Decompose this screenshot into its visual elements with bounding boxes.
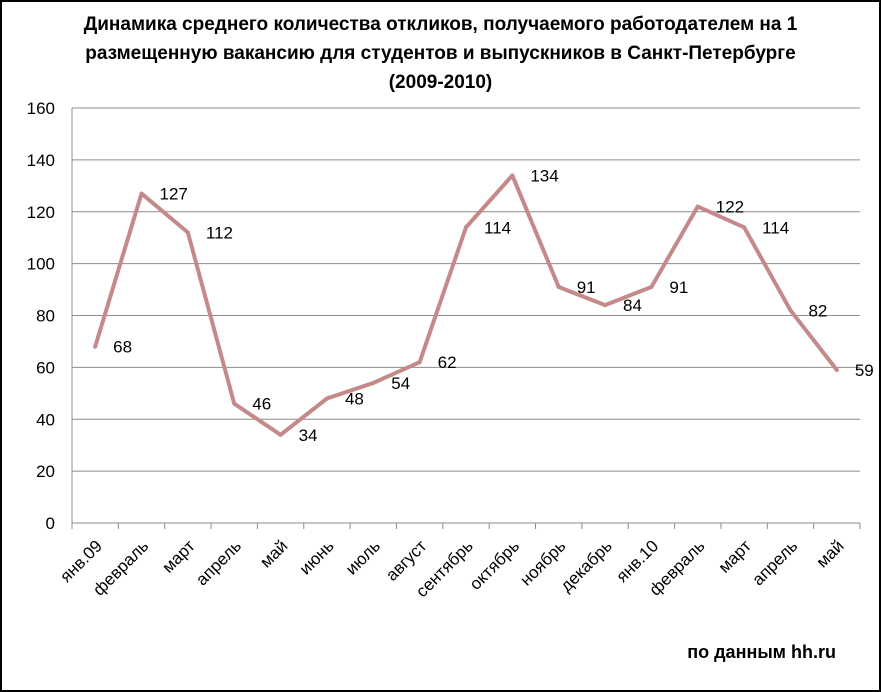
data-point bbox=[788, 308, 793, 313]
data-label: 82 bbox=[808, 301, 827, 320]
x-tick-label: апрель bbox=[192, 536, 245, 589]
x-tick-label: июль bbox=[342, 536, 384, 578]
chart-title: Динамика среднего количества откликов, п… bbox=[2, 10, 879, 97]
data-label: 48 bbox=[345, 390, 364, 409]
x-tick-label: май bbox=[256, 536, 291, 571]
data-point bbox=[232, 401, 237, 406]
data-label: 112 bbox=[206, 224, 233, 243]
x-tick-label: март bbox=[715, 536, 755, 576]
data-label: 46 bbox=[252, 395, 271, 414]
data-point bbox=[278, 432, 283, 437]
x-tick-label: март bbox=[158, 536, 198, 576]
data-label: 84 bbox=[623, 296, 642, 315]
source-note: по данным hh.ru bbox=[687, 642, 836, 662]
data-point bbox=[510, 173, 515, 178]
x-tick-label: май bbox=[813, 536, 848, 571]
data-point bbox=[185, 230, 190, 235]
y-tick-label: 100 bbox=[27, 255, 55, 274]
y-tick-label: 80 bbox=[36, 307, 55, 326]
data-point bbox=[324, 396, 329, 401]
y-tick-label: 60 bbox=[36, 358, 55, 377]
y-tick-label: 0 bbox=[46, 514, 55, 533]
chart-title-line-3: (2009-2010) bbox=[388, 72, 493, 93]
data-label: 91 bbox=[577, 278, 596, 297]
data-point bbox=[93, 344, 98, 349]
data-point bbox=[371, 380, 376, 385]
chart-title-line-2: размещенную вакансию для студентов и вып… bbox=[85, 43, 796, 64]
data-label: 34 bbox=[299, 426, 318, 445]
x-tick-label: июнь bbox=[296, 536, 338, 578]
data-label: 59 bbox=[855, 361, 874, 380]
data-point bbox=[603, 303, 608, 308]
data-label: 127 bbox=[160, 185, 188, 204]
data-point bbox=[742, 225, 747, 230]
data-label: 134 bbox=[530, 166, 558, 185]
data-point bbox=[649, 284, 654, 289]
data-point bbox=[695, 204, 700, 209]
data-label: 114 bbox=[484, 218, 511, 237]
y-tick-label: 20 bbox=[36, 462, 55, 481]
y-tick-label: 160 bbox=[27, 99, 55, 118]
y-tick-label: 140 bbox=[27, 151, 55, 170]
data-point bbox=[139, 191, 144, 196]
data-label: 68 bbox=[113, 338, 132, 357]
chart-title-line-1: Динамика среднего количества откликов, п… bbox=[83, 14, 798, 35]
data-label: 91 bbox=[669, 278, 688, 297]
data-label: 114 bbox=[762, 218, 789, 237]
x-tick-label: апрель bbox=[748, 536, 801, 589]
data-point bbox=[464, 225, 468, 230]
data-label: 62 bbox=[438, 353, 457, 372]
x-tick-label: октябрь bbox=[466, 536, 523, 593]
data-point bbox=[834, 367, 839, 372]
data-label: 54 bbox=[391, 374, 410, 393]
data-label: 122 bbox=[716, 198, 744, 217]
data-point bbox=[556, 284, 561, 289]
data-point bbox=[417, 360, 422, 365]
x-tick-label: декабрь bbox=[557, 536, 616, 595]
y-tick-label: 120 bbox=[27, 203, 55, 222]
y-tick-label: 40 bbox=[36, 410, 55, 429]
